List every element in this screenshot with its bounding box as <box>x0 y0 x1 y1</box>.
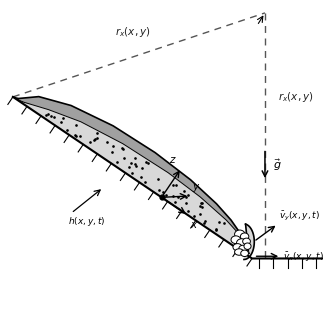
Text: $r_x(x,y)$: $r_x(x,y)$ <box>278 90 313 104</box>
Ellipse shape <box>240 233 249 240</box>
Ellipse shape <box>235 230 245 239</box>
Ellipse shape <box>241 250 248 256</box>
Text: $\vec{g}$: $\vec{g}$ <box>273 157 282 173</box>
Text: $y$: $y$ <box>192 182 200 194</box>
Text: $z$: $z$ <box>169 155 177 165</box>
Ellipse shape <box>236 239 247 247</box>
Ellipse shape <box>243 238 250 245</box>
Ellipse shape <box>239 245 247 252</box>
Ellipse shape <box>233 244 242 251</box>
Ellipse shape <box>231 236 241 244</box>
Text: $h(x,y,t)$: $h(x,y,t)$ <box>68 215 105 228</box>
Text: $\bar{v}_y(x,y,t)$: $\bar{v}_y(x,y,t)$ <box>280 210 320 223</box>
Text: $x$: $x$ <box>190 220 199 230</box>
Ellipse shape <box>235 249 244 255</box>
Ellipse shape <box>244 243 251 249</box>
Text: $\bar{v}_x(x,y,t)$: $\bar{v}_x(x,y,t)$ <box>283 250 324 263</box>
Polygon shape <box>23 102 254 259</box>
Polygon shape <box>18 97 249 253</box>
Text: $r_x(x,y)$: $r_x(x,y)$ <box>115 25 150 39</box>
